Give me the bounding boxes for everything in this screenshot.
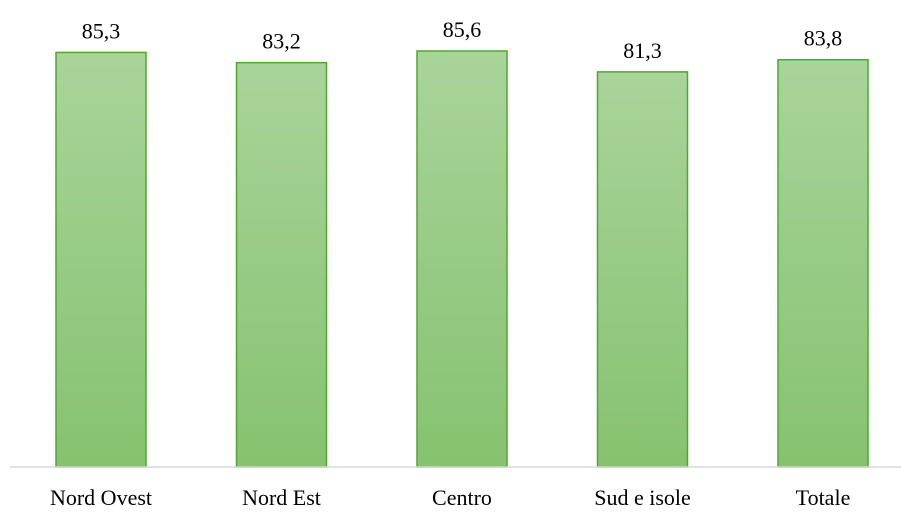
- labels-layer: 85,3 Nord Ovest 83,2 Nord Est 85,6 Centro 81,3…: [50, 17, 850, 510]
- bar: [235, 61, 328, 468]
- data-label: 85,6: [443, 17, 482, 42]
- category-label: Nord Est: [242, 485, 321, 510]
- bars-layer: [55, 50, 869, 468]
- data-label: 83,2: [262, 29, 301, 54]
- bar: [55, 51, 147, 468]
- data-label: 85,3: [82, 18, 121, 43]
- category-label: Sud e isole: [594, 485, 691, 510]
- category-label: Totale: [796, 485, 851, 510]
- bar: [777, 58, 869, 468]
- category-label: Centro: [432, 485, 492, 510]
- bar: [416, 50, 508, 468]
- bar: [596, 71, 689, 468]
- data-label: 83,8: [804, 26, 843, 51]
- category-label: Nord Ovest: [50, 485, 152, 510]
- data-label: 81,3: [623, 38, 662, 63]
